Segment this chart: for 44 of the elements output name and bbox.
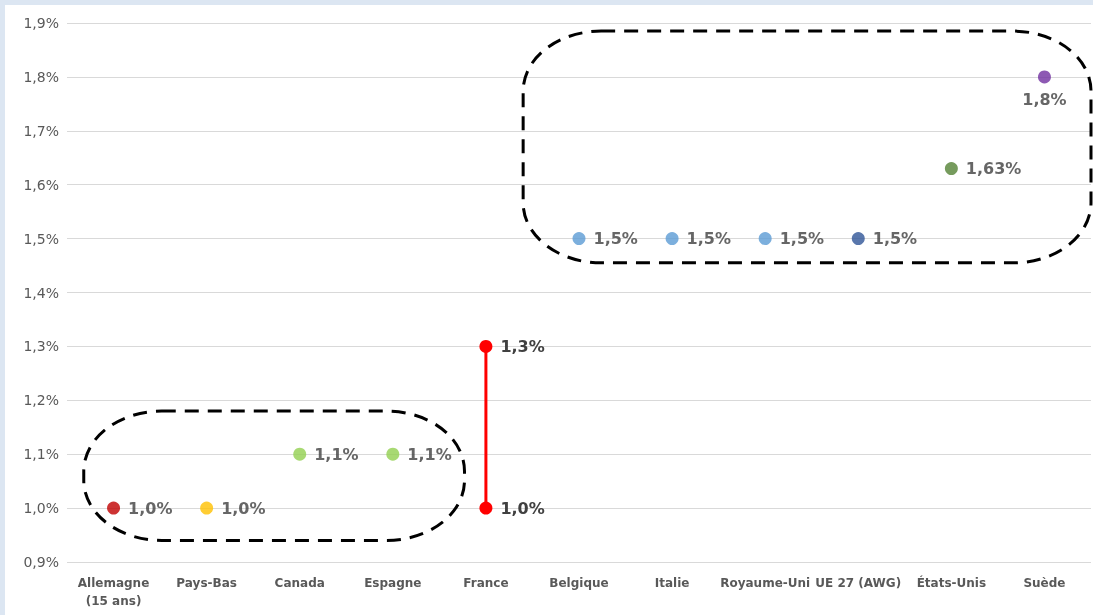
point: [293, 447, 307, 461]
data-label: 1,8%: [1022, 89, 1067, 109]
y-tick-label: 1,0%: [23, 500, 59, 517]
x-tick-label: Allemagne (15 ans): [77, 576, 150, 608]
data-label: 1,5%: [872, 229, 918, 249]
y-tick-label: 1,3%: [23, 338, 59, 355]
y-tick-label: 1,5%: [23, 230, 59, 247]
x-tick-label: États-Unis: [916, 575, 987, 590]
data-label: 1,5%: [593, 229, 638, 249]
point: [944, 162, 958, 176]
x-tick-label: Royaume-Uni: [720, 576, 811, 590]
data-label: 1,0%: [128, 498, 173, 518]
y-tick-label: 1,4%: [23, 284, 59, 301]
data-label: 1,0%: [500, 498, 545, 518]
x-tick-label: Belgique: [549, 576, 609, 590]
data-label: 1,5%: [686, 229, 731, 249]
point: [665, 232, 679, 246]
point: [386, 447, 400, 461]
x-tick-label: Pays-Bas: [176, 576, 237, 590]
data-label: 1,1%: [314, 444, 359, 464]
data-label: 1,3%: [500, 336, 545, 356]
y-tick-label: 1,2%: [23, 392, 59, 409]
x-tick-label: Canada: [274, 576, 325, 590]
y-tick-label: 1,1%: [23, 446, 59, 463]
y-tick-label: 1,8%: [23, 68, 59, 85]
point: [1037, 70, 1051, 84]
point: [572, 232, 586, 246]
x-tick-label: France: [463, 576, 509, 590]
data-label: 1,1%: [407, 444, 452, 464]
y-tick-label: 0,9%: [23, 554, 59, 570]
point: [851, 232, 865, 246]
y-tick-label: 1,7%: [23, 122, 59, 139]
x-tick-label: Suède: [1023, 576, 1066, 590]
x-tick-label: Italie: [654, 576, 690, 590]
x-tick-label: Espagne: [364, 576, 422, 590]
data-label: 1,0%: [221, 498, 266, 518]
y-tick-label: 1,9%: [23, 15, 59, 31]
point: [758, 232, 772, 246]
y-tick-label: 1,6%: [23, 176, 59, 193]
x-tick-label: UE 27 (AWG): [815, 576, 902, 590]
data-label: 1,5%: [779, 229, 825, 249]
point: [107, 501, 121, 515]
point: [200, 501, 214, 515]
data-label: 1,63%: [965, 159, 1022, 179]
